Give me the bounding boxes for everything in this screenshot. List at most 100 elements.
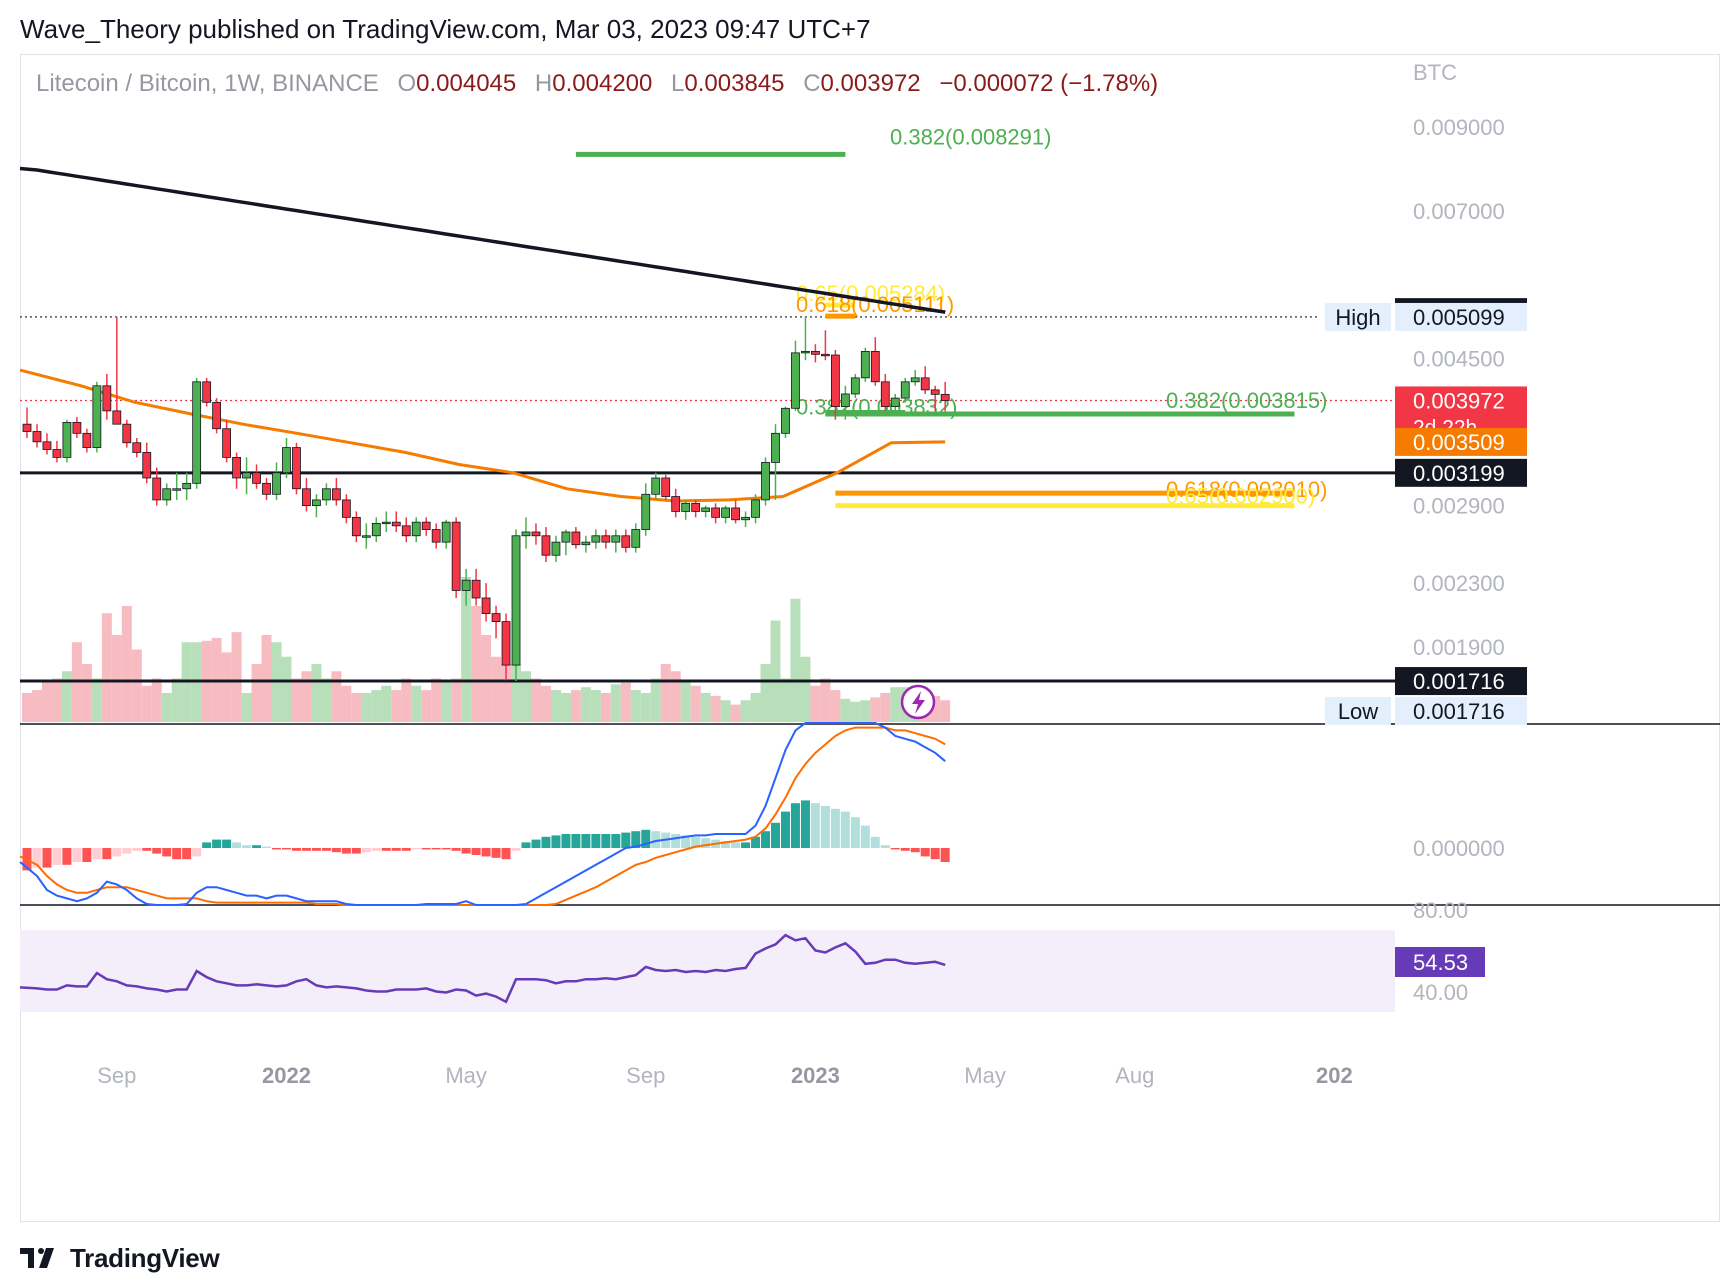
candle-body xyxy=(331,488,341,501)
candle-body xyxy=(471,579,481,599)
candle-body xyxy=(731,507,740,521)
volume-bar xyxy=(650,678,661,722)
volume-bar xyxy=(421,690,432,722)
macd-histogram-bar xyxy=(272,848,281,850)
macd-histogram-bar xyxy=(112,848,122,857)
macd-histogram-bar xyxy=(252,845,262,848)
candle-body xyxy=(870,350,880,383)
macd-histogram-bar xyxy=(621,832,631,848)
candle-body xyxy=(531,531,541,537)
volume-bar xyxy=(331,671,342,722)
volume-bar xyxy=(580,687,591,722)
macd-histogram-bar xyxy=(351,848,361,854)
volume-bar xyxy=(501,664,512,722)
macd-histogram-bar xyxy=(880,845,890,848)
volume-bar xyxy=(491,656,502,722)
macd-histogram-bar xyxy=(222,839,232,848)
ema-line xyxy=(19,368,946,503)
candle-body xyxy=(52,449,62,458)
volume-bar xyxy=(221,652,232,722)
tradingview-logo-icon[interactable] xyxy=(20,1246,60,1270)
volume-bar xyxy=(870,697,881,722)
legend-symbol[interactable]: Litecoin / Bitcoin, 1W, BINANCE xyxy=(36,70,379,97)
volume-bar xyxy=(101,613,112,722)
volume-bar xyxy=(850,701,861,722)
macd-histogram-bar xyxy=(701,838,711,848)
macd-histogram-bar xyxy=(92,848,102,860)
candle-body xyxy=(62,421,72,458)
candle-body xyxy=(830,354,840,407)
volume-bar xyxy=(241,693,252,722)
macd-histogram-bar xyxy=(152,848,162,854)
macd-histogram-bar xyxy=(132,848,142,851)
volume-bar xyxy=(610,684,621,722)
price-axis-label-text: 0.003509 xyxy=(1413,430,1505,455)
macd-histogram-bar xyxy=(671,834,681,848)
macd-histogram-bar xyxy=(361,848,371,853)
volume-bar xyxy=(461,577,472,722)
volume-bar xyxy=(451,678,462,722)
macd-histogram-bar xyxy=(331,848,341,853)
macd-histogram-bar xyxy=(32,848,42,868)
macd-histogram-bar xyxy=(232,842,242,848)
macd-histogram-bar xyxy=(820,806,830,848)
volume-bar xyxy=(930,695,941,722)
candle-body xyxy=(551,541,561,556)
macd-histogram-bar xyxy=(212,839,222,848)
candle-body xyxy=(451,521,461,591)
volume-bar xyxy=(750,693,761,722)
candle-body xyxy=(701,507,711,512)
macd-histogram-bar xyxy=(102,848,112,860)
footer-brand[interactable]: TradingView xyxy=(70,1242,220,1273)
macd-histogram-bar xyxy=(42,848,52,868)
volume-bar xyxy=(670,671,681,722)
macd-histogram-bar xyxy=(122,848,132,854)
extreme-tag-text: Low xyxy=(1338,699,1378,724)
candle-body xyxy=(641,493,651,530)
volume-bar xyxy=(261,635,272,722)
macd-histogram-bar xyxy=(242,845,252,848)
extreme-tag-box xyxy=(1325,697,1391,726)
volume-bar xyxy=(590,690,601,722)
volume-bar xyxy=(41,681,52,722)
candle-body xyxy=(182,482,192,490)
volume-bar xyxy=(361,693,372,722)
candle-body xyxy=(890,397,900,407)
candle-body xyxy=(421,521,431,530)
candle-body xyxy=(811,350,820,355)
volume-bar xyxy=(391,690,402,722)
volume-bar xyxy=(720,700,731,722)
macd-histogram-bar xyxy=(850,817,860,848)
macd-histogram-bar xyxy=(531,839,541,848)
macd-histogram-bar xyxy=(262,846,272,848)
candle-body xyxy=(561,531,571,543)
candle-body xyxy=(751,499,760,518)
macd-histogram-bar xyxy=(741,842,751,848)
candle-body xyxy=(42,441,52,450)
volume-bar xyxy=(780,678,791,722)
macd-histogram-bar xyxy=(431,848,441,850)
candle-body xyxy=(112,410,122,425)
time-axis-tick: Aug xyxy=(1115,1063,1154,1088)
candle-body xyxy=(541,535,551,556)
macd-histogram-bar xyxy=(182,848,192,860)
macd-histogram-bar xyxy=(920,848,930,857)
candle-body xyxy=(351,516,361,537)
macd-histogram-bar xyxy=(521,842,531,848)
macd-histogram-bar xyxy=(631,831,641,848)
volume-bar xyxy=(600,693,611,722)
macd-histogram-bar xyxy=(561,834,571,848)
macd-histogram-bar xyxy=(501,848,511,860)
price-axis-label-text: 0.001716 xyxy=(1413,699,1505,724)
rsi-lower-label: 40.00 xyxy=(1413,980,1468,1005)
volume-bar xyxy=(81,664,92,722)
candle-body xyxy=(581,541,591,546)
candle-body xyxy=(341,499,351,518)
legend-open-key: O xyxy=(397,70,417,97)
ma-200-line xyxy=(19,166,946,314)
volume-bar xyxy=(840,698,851,722)
volume-bar xyxy=(790,598,801,722)
volume-bar xyxy=(251,664,262,722)
price-axis-tick: 0.009000 xyxy=(1413,115,1505,140)
